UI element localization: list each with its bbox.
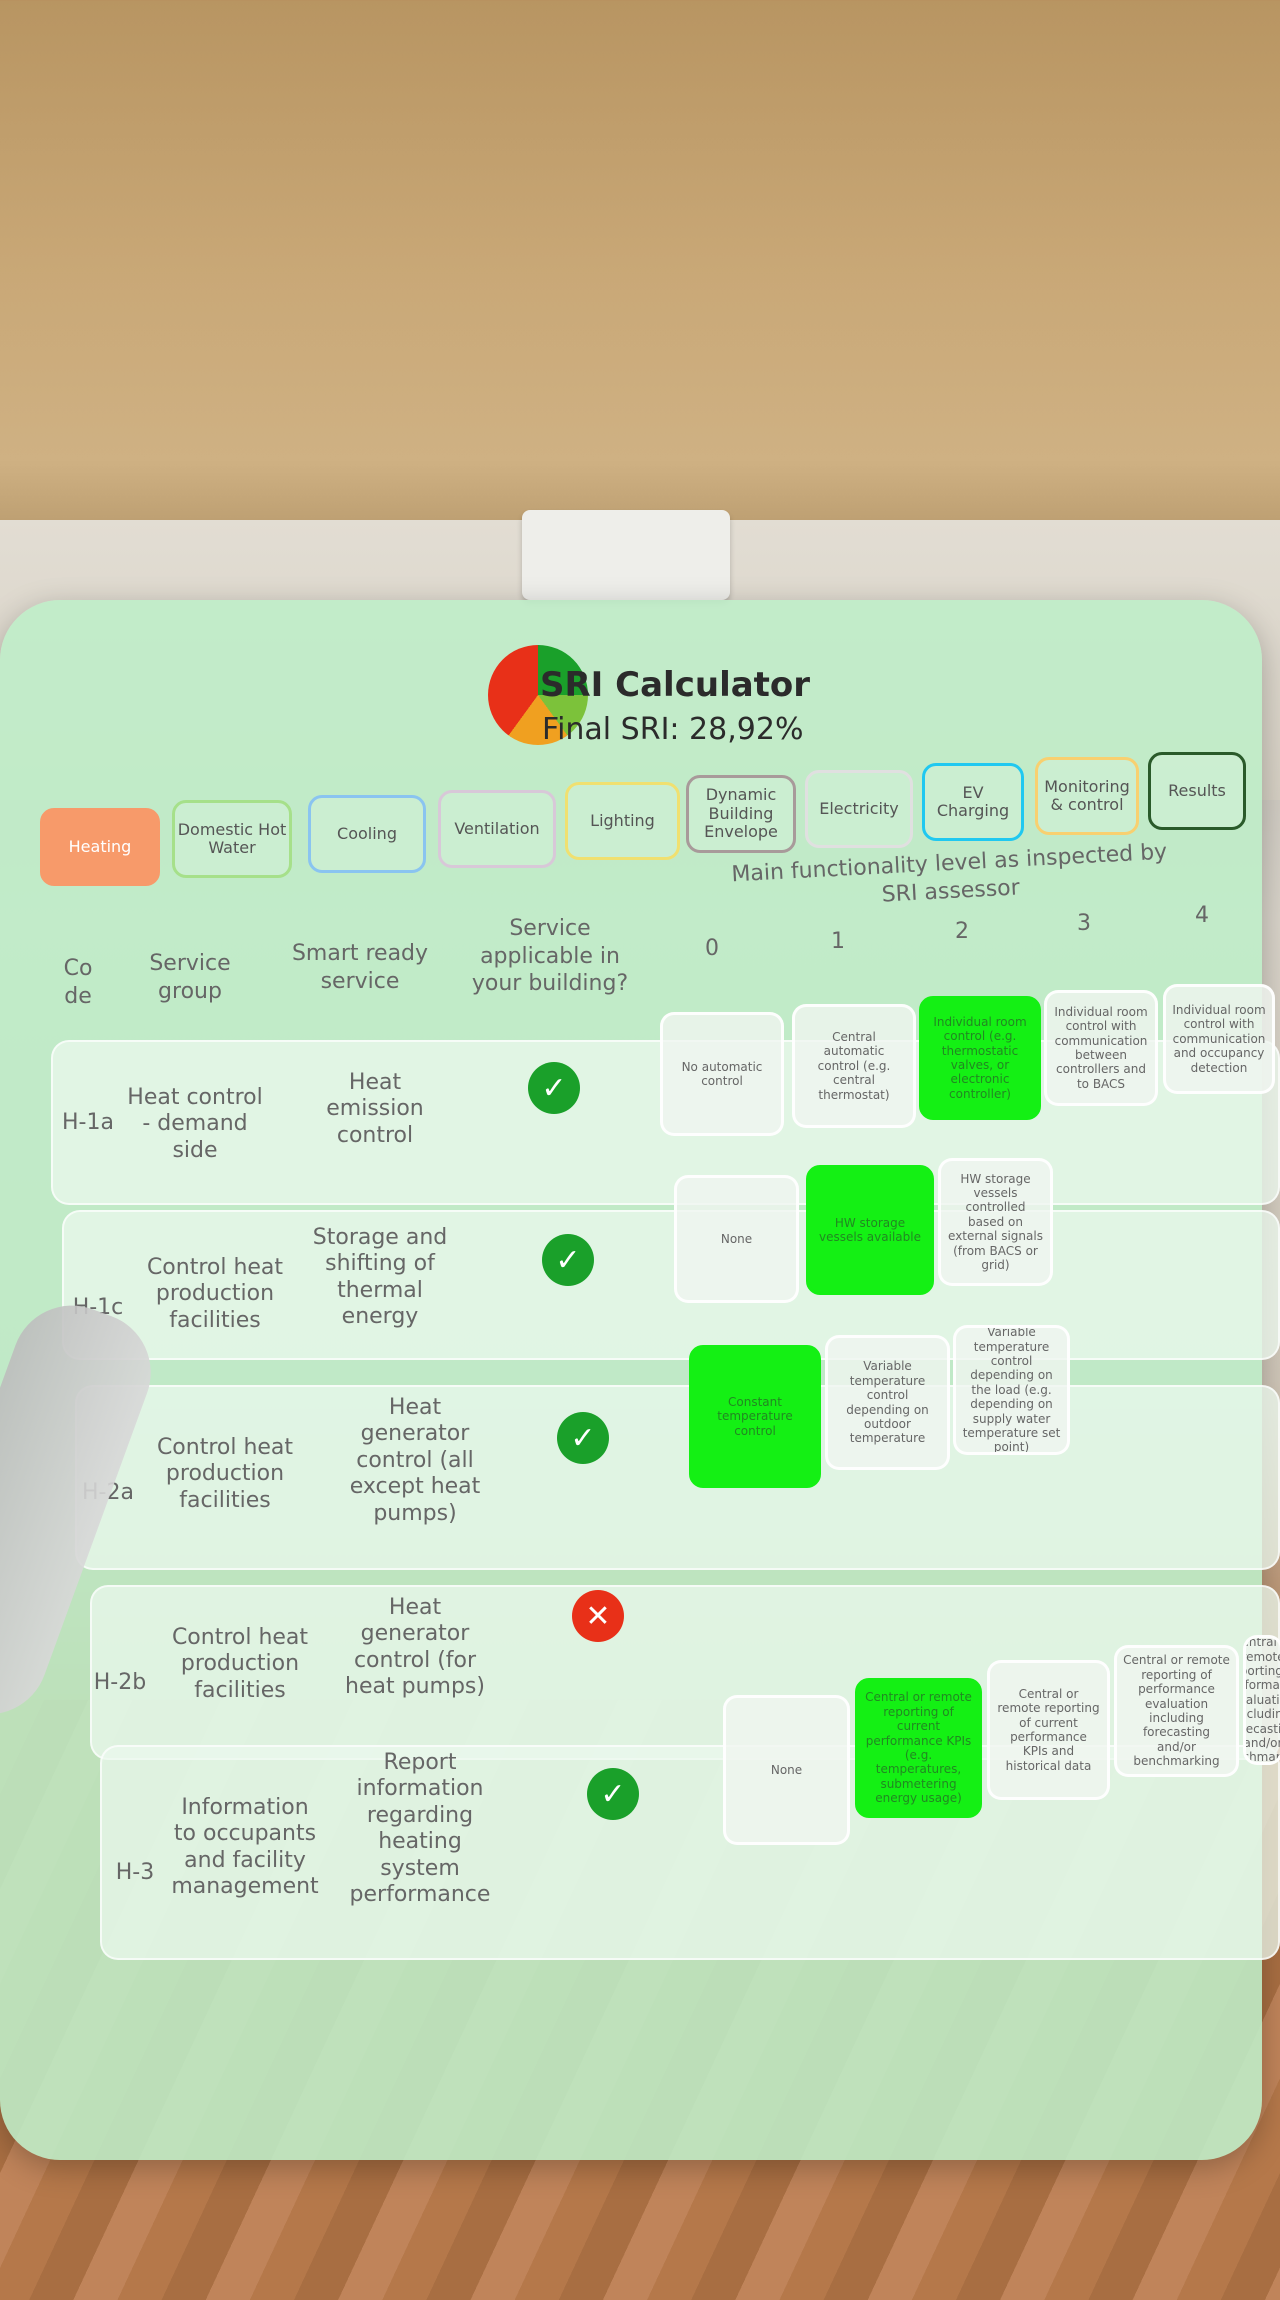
row-service-group: Control heat production facilities	[156, 1435, 294, 1513]
tab-lighting[interactable]: Lighting	[565, 782, 680, 860]
level-option-0[interactable]: No automatic control	[660, 1012, 784, 1136]
header-smart-ready-service: Smart ready service	[291, 941, 429, 994]
tab-domestic-hot-water[interactable]: Domestic Hot Water	[172, 800, 292, 878]
row-service-group: Information to occupants and facility ma…	[171, 1795, 319, 1900]
header-service-applicable: Service applicable in your building?	[471, 916, 629, 996]
tab-cooling[interactable]: Cooling	[308, 795, 426, 873]
check-circle-icon[interactable]: ✓	[528, 1062, 580, 1114]
header-level-1: 1	[831, 929, 845, 954]
row-service-group: Control heat production facilities	[171, 1625, 309, 1703]
tab-dynamic-building-envelope[interactable]: Dynamic Building Envelope	[686, 775, 796, 853]
level-option-2[interactable]: Central or remote reporting of current p…	[987, 1660, 1110, 1800]
level-option-2[interactable]: HW storage vessels controlled based on e…	[938, 1158, 1053, 1286]
tab-results[interactable]: Results	[1148, 752, 1246, 830]
tab-monitoring-control[interactable]: Monitoring & control	[1035, 757, 1139, 835]
row-code: H-1a	[62, 1110, 114, 1135]
row-service-group: Heat control - demand side	[127, 1085, 263, 1163]
level-option-1[interactable]: Central automatic control (e.g. central …	[792, 1004, 916, 1128]
header-level-0: 0	[705, 936, 719, 961]
sri-logo-icon	[488, 645, 588, 745]
table-row	[62, 1210, 1280, 1360]
level-option-3[interactable]: Individual room control with communicati…	[1044, 990, 1158, 1106]
level-option-2[interactable]: Variable temperature control depending o…	[953, 1325, 1070, 1455]
level-option-1[interactable]: Variable temperature control depending o…	[825, 1335, 950, 1470]
header-level-3: 3	[1077, 911, 1091, 936]
row-smart-ready-service: Report information regarding heating sys…	[349, 1750, 491, 1907]
tab-ev-charging[interactable]: EV Charging	[922, 763, 1024, 841]
x-circle-icon[interactable]: ✕	[572, 1590, 624, 1642]
row-smart-ready-service: Heat generator control (all except heat …	[349, 1395, 481, 1526]
tab-electricity[interactable]: Electricity	[805, 770, 913, 848]
level-option-3[interactable]: Central or remote reporting of performan…	[1114, 1645, 1239, 1777]
header-service-group: Service group	[149, 951, 231, 1004]
air-conditioner	[522, 510, 730, 600]
level-option-4[interactable]: Central or remote reporting of performan…	[1243, 1635, 1280, 1765]
check-circle-icon[interactable]: ✓	[587, 1768, 639, 1820]
header-level-4: 4	[1195, 903, 1209, 928]
header-code: Code	[63, 956, 93, 1009]
level-option-1[interactable]: HW storage vessels available	[806, 1165, 934, 1295]
row-smart-ready-service: Heat generator control (for heat pumps)	[345, 1595, 485, 1700]
final-sri-score: Final SRI: 28,92%	[542, 712, 804, 747]
row-smart-ready-service: Storage and shifting of thermal energy	[312, 1225, 448, 1330]
row-code: H-3	[115, 1860, 155, 1885]
tab-ventilation[interactable]: Ventilation	[438, 790, 556, 868]
level-option-0[interactable]: None	[674, 1175, 799, 1303]
level-option-4[interactable]: Individual room control with communicati…	[1163, 984, 1275, 1094]
check-circle-icon[interactable]: ✓	[542, 1234, 594, 1286]
level-option-2[interactable]: Individual room control (e.g. thermostat…	[919, 996, 1041, 1120]
table-row	[75, 1385, 1280, 1570]
row-smart-ready-service: Heat emission control	[326, 1070, 424, 1148]
app-title: SRI Calculator	[540, 665, 811, 705]
level-option-0[interactable]: None	[723, 1695, 850, 1845]
check-circle-icon[interactable]: ✓	[557, 1412, 609, 1464]
level-option-1[interactable]: Central or remote reporting of current p…	[855, 1678, 982, 1818]
tab-heating[interactable]: Heating	[40, 808, 160, 886]
level-option-0[interactable]: Constant temperature control	[689, 1345, 821, 1488]
row-code: H-2b	[93, 1670, 147, 1695]
header-level-2: 2	[955, 919, 969, 944]
row-service-group: Control heat production facilities	[146, 1255, 284, 1333]
